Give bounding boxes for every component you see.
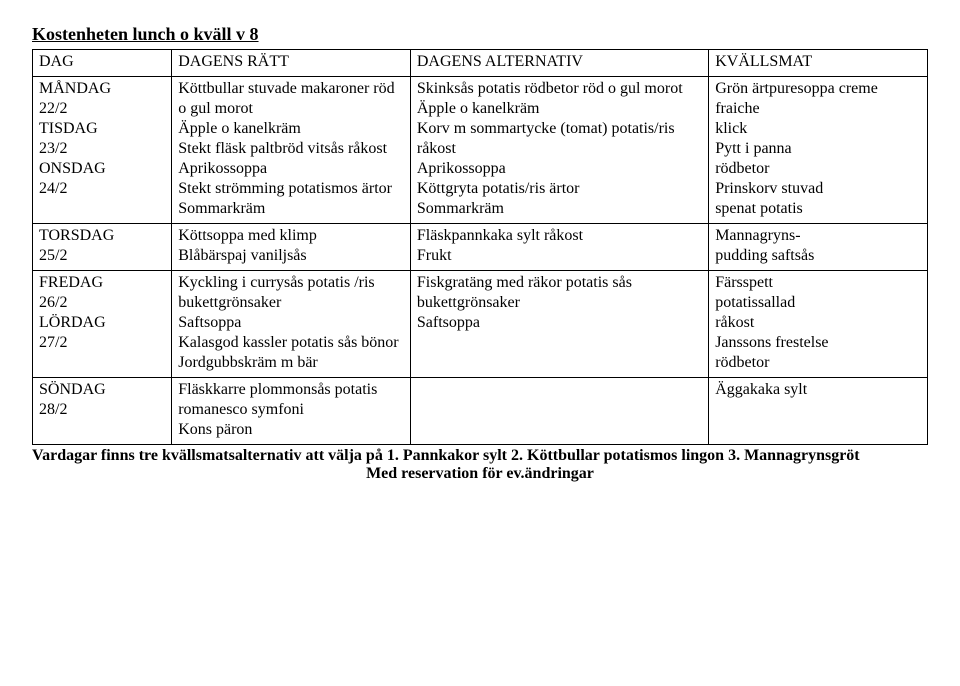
cell-main: Kyckling i currysås potatis /ris bukettg… xyxy=(172,271,411,378)
menu-table: DAGDAGENS RÄTTDAGENS ALTERNATIVKVÄLLSMAT… xyxy=(32,49,928,445)
cell-alt: Fläskpannkaka sylt råkost Frukt xyxy=(410,224,708,271)
header-main: DAGENS RÄTT xyxy=(172,50,411,77)
page-title: Kostenheten lunch o kväll v 8 xyxy=(32,24,928,45)
cell-evening: Färsspett potatissallad råkost Janssons … xyxy=(709,271,928,378)
header-evening: KVÄLLSMAT xyxy=(709,50,928,77)
cell-evening: Mannagryns- pudding saftsås xyxy=(709,224,928,271)
cell-evening: Äggakaka sylt xyxy=(709,378,928,445)
cell-day: SÖNDAG 28/2 xyxy=(33,378,172,445)
cell-day: FREDAG 26/2 LÖRDAG 27/2 xyxy=(33,271,172,378)
cell-alt: Fiskgratäng med räkor potatis sås bukett… xyxy=(410,271,708,378)
cell-main: Köttbullar stuvade makaroner röd o gul m… xyxy=(172,77,411,224)
cell-main: Köttsoppa med klimp Blåbärspaj vaniljsås xyxy=(172,224,411,271)
cell-alt xyxy=(410,378,708,445)
header-alt: DAGENS ALTERNATIV xyxy=(410,50,708,77)
cell-main: Fläskkarre plommonsås potatis romanesco … xyxy=(172,378,411,445)
header-day: DAG xyxy=(33,50,172,77)
cell-alt: Skinksås potatis rödbetor röd o gul moro… xyxy=(410,77,708,224)
cell-evening: Grön ärtpuresoppa creme fraiche klick Py… xyxy=(709,77,928,224)
cell-day: TORSDAG 25/2 xyxy=(33,224,172,271)
footer-note-2: Med reservation för ev.ändringar xyxy=(32,465,928,483)
cell-day: MÅNDAG 22/2 TISDAG 23/2 ONSDAG 24/2 xyxy=(33,77,172,224)
footer-note-1: Vardagar finns tre kvällsmatsalternativ … xyxy=(32,447,928,465)
